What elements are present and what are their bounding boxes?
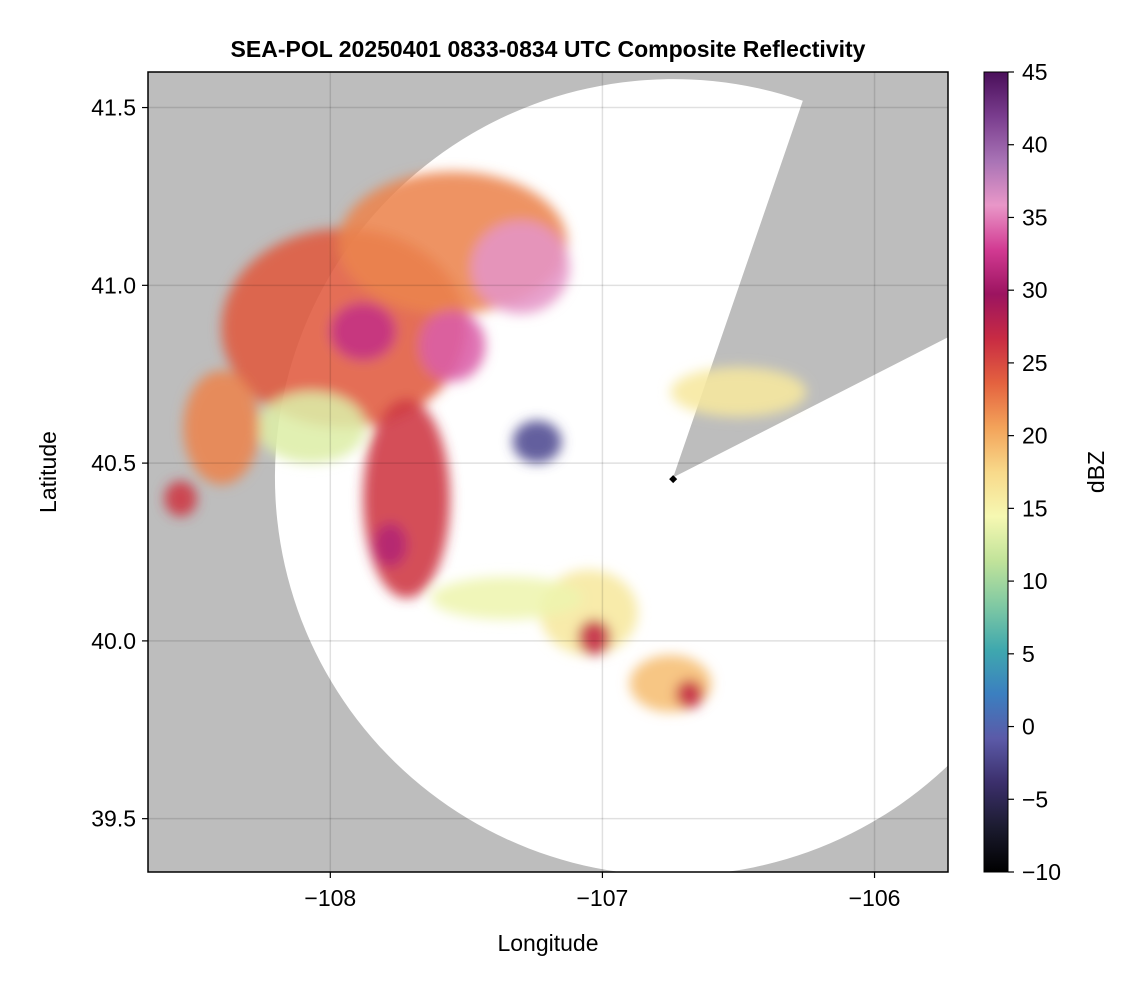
echo-blue-low-echo [512,420,562,464]
echo-west-core [330,303,396,360]
colorbar-tick-label: 30 [1022,277,1048,303]
y-tick-label: 40.5 [91,450,136,476]
colorbar-tick-label: 10 [1022,568,1048,594]
colorbar-tick-label: 40 [1022,132,1048,158]
echo-far-west-cells [183,370,260,485]
echo-intense-core-north [471,221,570,314]
colorbar-tick-label: 35 [1022,204,1048,230]
colorbar-gradient [983,71,1009,873]
echo-intense-core-central [420,310,486,382]
chart-title: SEA-POL 20250401 0833-0834 UTC Composite… [231,36,866,62]
echo-west-green-patch [256,392,366,464]
x-tick-label: −107 [577,885,629,911]
colorbar-tick-label: 25 [1022,350,1048,376]
echo-southwest-arm [362,399,451,599]
colorbar: −10 −5 0 5 10 15 20 25 30 35 40 45 dBZ [983,59,1109,885]
echo-southern-strip [430,576,584,620]
echo-east-small-cells [670,367,807,417]
plot-area [148,72,948,872]
y-tick-label: 41.0 [91,272,136,298]
colorbar-tick-label: −5 [1022,786,1048,812]
x-tick-label: −106 [849,885,901,911]
radar-site-marker [669,475,678,484]
y-axis-label: Latitude [35,431,61,513]
x-tick-label: −108 [304,885,356,911]
y-tick-label: 40.0 [91,628,136,654]
echo-south-cluster-core [577,619,611,656]
colorbar-tick-label: 0 [1022,714,1035,740]
colorbar-tick-label: 15 [1022,495,1048,521]
echo-layer [164,171,807,712]
echo-far-west-south-cell [164,480,197,517]
echo-southwest-arm-core [373,523,407,567]
x-axis-ticks: −108 −107 −106 [304,872,900,911]
colorbar-label: dBZ [1083,451,1109,493]
colorbar-ticks: −10 −5 0 5 10 15 20 25 30 35 40 45 [1008,59,1061,885]
y-tick-label: 39.5 [91,806,136,832]
y-tick-label: 41.5 [91,95,136,121]
echo-southeast-core [675,680,704,709]
y-axis-ticks: 39.5 40.0 40.5 41.0 41.5 [91,95,148,832]
plot-frame [147,71,949,873]
x-axis-label: Longitude [497,930,598,956]
colorbar-tick-label: 20 [1022,423,1048,449]
grid-lines [148,72,948,872]
colorbar-tick-label: 45 [1022,59,1048,85]
colorbar-tick-label: 5 [1022,641,1035,667]
colorbar-tick-label: −10 [1022,859,1061,885]
